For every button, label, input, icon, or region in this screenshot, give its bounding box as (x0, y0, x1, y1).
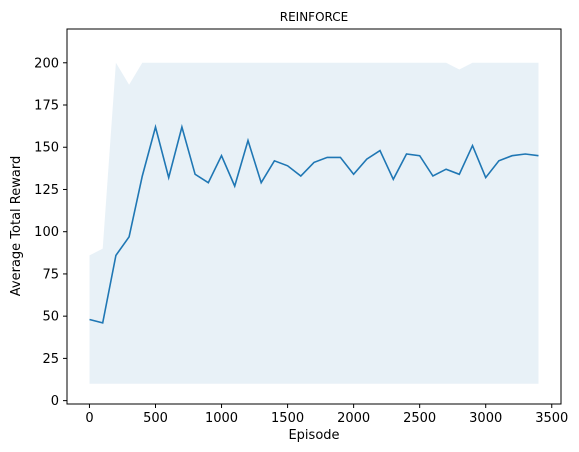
x-tick-label: 2500 (403, 411, 436, 426)
y-axis-label: Average Total Reward (9, 156, 24, 296)
mean-reward-line (89, 123, 539, 324)
y-tick-label: 125 (34, 183, 59, 198)
y-tick-label: 0 (51, 394, 59, 409)
y-tick-label: 175 (34, 99, 59, 114)
y-tick-label: 200 (34, 56, 59, 71)
y-axis-ticks: 0 25 50 75 100 125 150 175 200 (34, 56, 67, 409)
plot-area (89, 62, 539, 384)
x-tick-label: 3000 (469, 411, 502, 426)
x-tick-label: 0 (85, 411, 93, 426)
chart-title: REINFORCE (280, 10, 348, 24)
plot-frame (66, 28, 562, 405)
x-tick-label: 1000 (205, 411, 238, 426)
x-tick-label: 500 (143, 411, 168, 426)
y-tick-label: 75 (42, 267, 59, 282)
x-tick-label: 2000 (337, 411, 370, 426)
y-tick-label: 50 (42, 310, 59, 325)
x-axis-label: Episode (288, 428, 339, 443)
reward-spread-band (89, 62, 539, 384)
x-tick-label: 1500 (271, 411, 304, 426)
y-tick-label: 100 (34, 225, 59, 240)
x-tick-label: 3500 (535, 411, 568, 426)
y-tick-label: 150 (34, 141, 59, 156)
x-axis-ticks: 0 500 1000 1500 2000 2500 3000 3500 (85, 404, 568, 426)
y-tick-label: 25 (42, 352, 59, 367)
